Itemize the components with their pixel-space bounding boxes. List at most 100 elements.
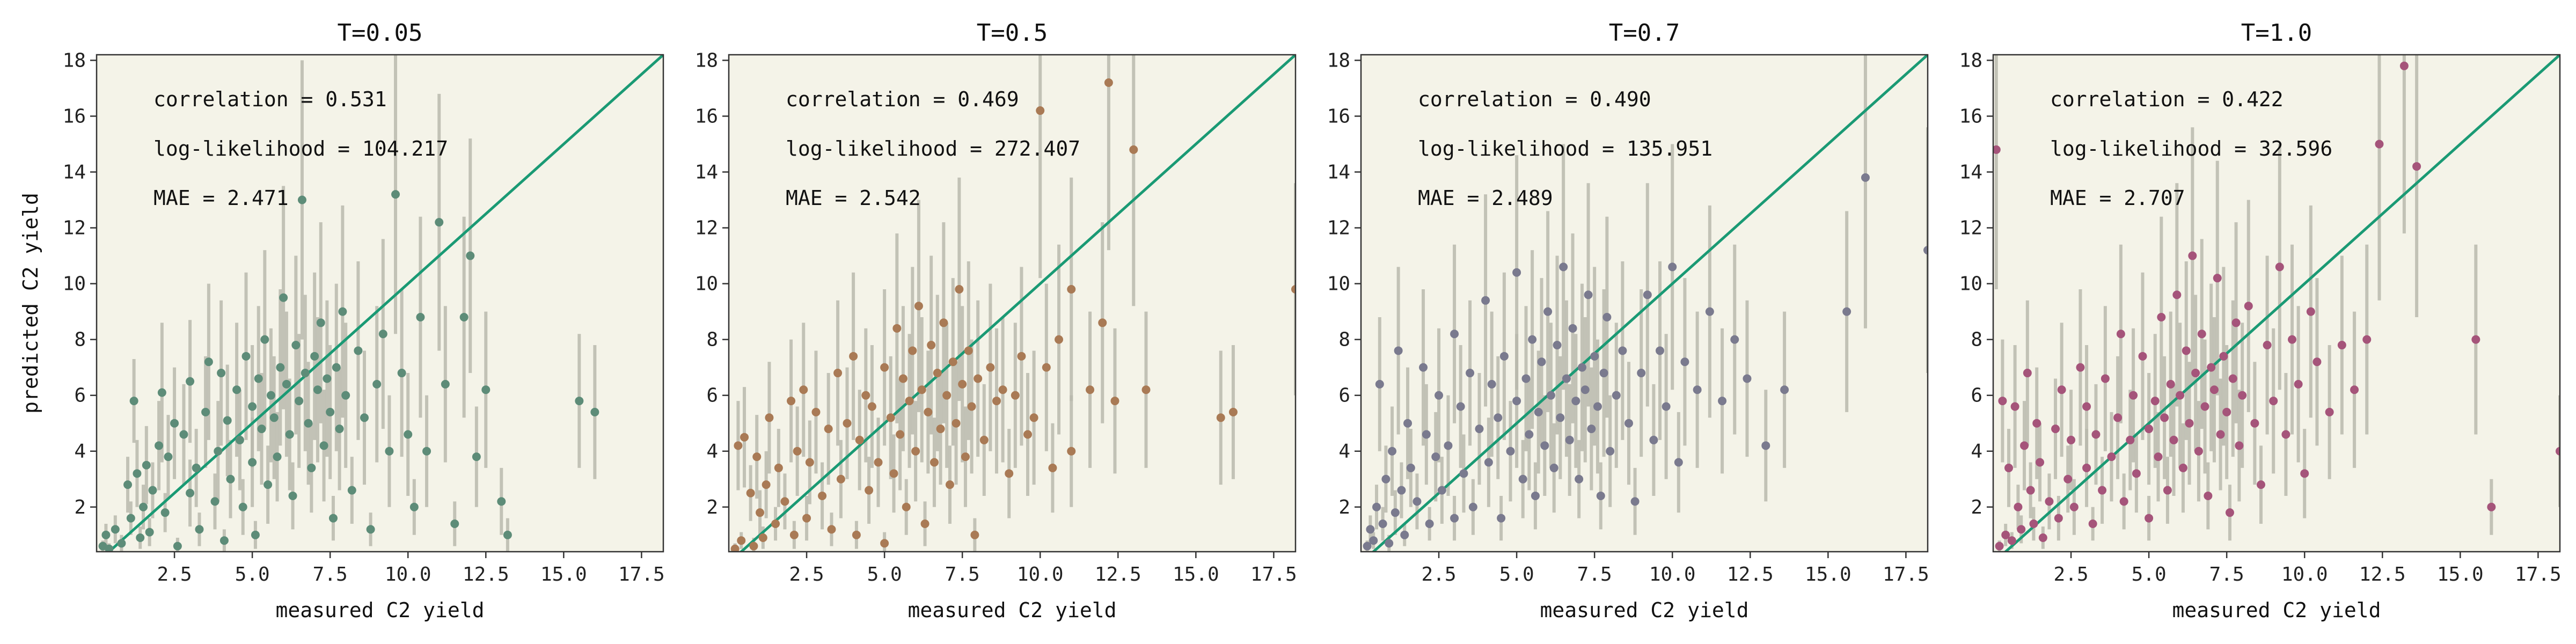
data-point bbox=[145, 528, 154, 537]
data-point bbox=[441, 379, 450, 389]
data-point bbox=[332, 363, 341, 372]
data-point bbox=[2145, 514, 2154, 523]
y-tick-label: 18 bbox=[1327, 49, 1350, 71]
data-point bbox=[2163, 486, 2172, 495]
data-point bbox=[1435, 391, 1444, 400]
data-point bbox=[1643, 290, 1652, 299]
data-point bbox=[908, 346, 917, 355]
data-point bbox=[1388, 447, 1397, 456]
data-point bbox=[920, 519, 930, 528]
y-tick-label: 8 bbox=[74, 329, 86, 351]
data-point bbox=[2412, 162, 2421, 171]
data-point bbox=[307, 463, 316, 472]
y-tick-label: 6 bbox=[706, 385, 718, 407]
data-point bbox=[998, 385, 1007, 394]
plot-frame bbox=[96, 54, 664, 553]
log-likelihood-annotation: log-likelihood = 135.951 bbox=[1418, 137, 1713, 160]
x-tick-label: 10.0 bbox=[385, 564, 431, 586]
data-point bbox=[1565, 435, 1574, 444]
data-point bbox=[101, 530, 111, 539]
plot-content bbox=[730, 55, 1296, 552]
y-tick-label: 18 bbox=[63, 49, 86, 71]
data-point bbox=[948, 357, 957, 367]
data-point bbox=[2250, 419, 2259, 428]
data-point bbox=[164, 452, 173, 462]
data-point bbox=[201, 407, 210, 416]
data-point bbox=[1394, 346, 1403, 355]
data-point bbox=[1593, 402, 1602, 411]
data-point bbox=[805, 458, 814, 467]
y-tick-label: 14 bbox=[1327, 161, 1350, 183]
data-point bbox=[217, 369, 226, 378]
data-point bbox=[843, 419, 852, 428]
data-point bbox=[1518, 474, 1527, 484]
data-point bbox=[1042, 363, 1051, 372]
data-point bbox=[139, 502, 148, 511]
data-point bbox=[1680, 357, 1689, 367]
data-point bbox=[372, 379, 382, 389]
data-point bbox=[295, 397, 304, 406]
data-point bbox=[927, 341, 936, 350]
y-tick-label: 6 bbox=[74, 385, 86, 407]
data-point bbox=[2213, 274, 2222, 283]
y-tick-label: 18 bbox=[695, 49, 718, 71]
data-point bbox=[2166, 379, 2175, 389]
data-point bbox=[758, 533, 767, 542]
data-point bbox=[1730, 335, 1739, 344]
data-point bbox=[762, 480, 771, 489]
y-tick-label: 2 bbox=[1971, 496, 1982, 518]
plot-frame bbox=[1360, 54, 1929, 553]
data-point bbox=[874, 458, 883, 467]
y-tick-label: 4 bbox=[1338, 441, 1350, 463]
data-point bbox=[1580, 385, 1590, 394]
data-point bbox=[2107, 452, 2116, 462]
mae-annotation: MAE = 2.707 bbox=[2050, 186, 2185, 210]
data-point bbox=[1630, 497, 1640, 506]
data-point bbox=[497, 497, 506, 506]
data-point bbox=[2178, 463, 2187, 472]
x-tick-label: 5.0 bbox=[235, 564, 270, 586]
data-point bbox=[2010, 402, 2019, 411]
x-axis-label: measured C2 yield bbox=[1540, 598, 1749, 622]
data-point bbox=[310, 352, 319, 361]
y-tick-label: 4 bbox=[74, 441, 86, 463]
data-point bbox=[827, 525, 836, 534]
x-tick-label: 5.0 bbox=[1499, 564, 1534, 586]
data-point bbox=[880, 363, 889, 372]
data-point bbox=[288, 491, 297, 500]
scatter-panel-3: T=0.7 2.5 5.0 7.5 10.0 12.5 15.0 17.5 2 4 6 8 10 12 14… bbox=[1327, 19, 1929, 622]
x-tick-label: 5.0 bbox=[2132, 564, 2167, 586]
data-point bbox=[2126, 435, 2135, 444]
data-point bbox=[1086, 385, 1095, 394]
data-point bbox=[1406, 463, 1415, 472]
identity-line bbox=[107, 55, 663, 552]
data-point bbox=[2200, 402, 2209, 411]
data-point bbox=[1369, 536, 1378, 545]
data-point bbox=[2119, 497, 2128, 506]
data-point bbox=[301, 369, 310, 378]
data-point bbox=[1995, 541, 2004, 551]
data-point bbox=[2145, 425, 2154, 434]
data-point bbox=[1098, 318, 1107, 327]
data-point bbox=[2014, 502, 2023, 511]
x-tick-label: 2.5 bbox=[2054, 564, 2089, 586]
data-point bbox=[771, 519, 780, 528]
data-point bbox=[924, 407, 933, 416]
data-point bbox=[2204, 491, 2213, 500]
y-tick-label: 4 bbox=[706, 441, 718, 463]
data-point bbox=[319, 441, 328, 450]
data-point bbox=[285, 430, 294, 439]
y-tick-label: 14 bbox=[695, 161, 718, 183]
data-point bbox=[291, 341, 301, 350]
panel-title: T=0.05 bbox=[338, 19, 423, 47]
data-point bbox=[902, 502, 911, 511]
data-point bbox=[1456, 402, 1465, 411]
data-point bbox=[1718, 397, 1727, 406]
data-point bbox=[1553, 341, 1562, 350]
data-point bbox=[1104, 78, 1113, 87]
data-point bbox=[2101, 374, 2110, 383]
data-point bbox=[2325, 407, 2334, 416]
data-point bbox=[1540, 441, 1549, 450]
data-point bbox=[279, 293, 288, 302]
